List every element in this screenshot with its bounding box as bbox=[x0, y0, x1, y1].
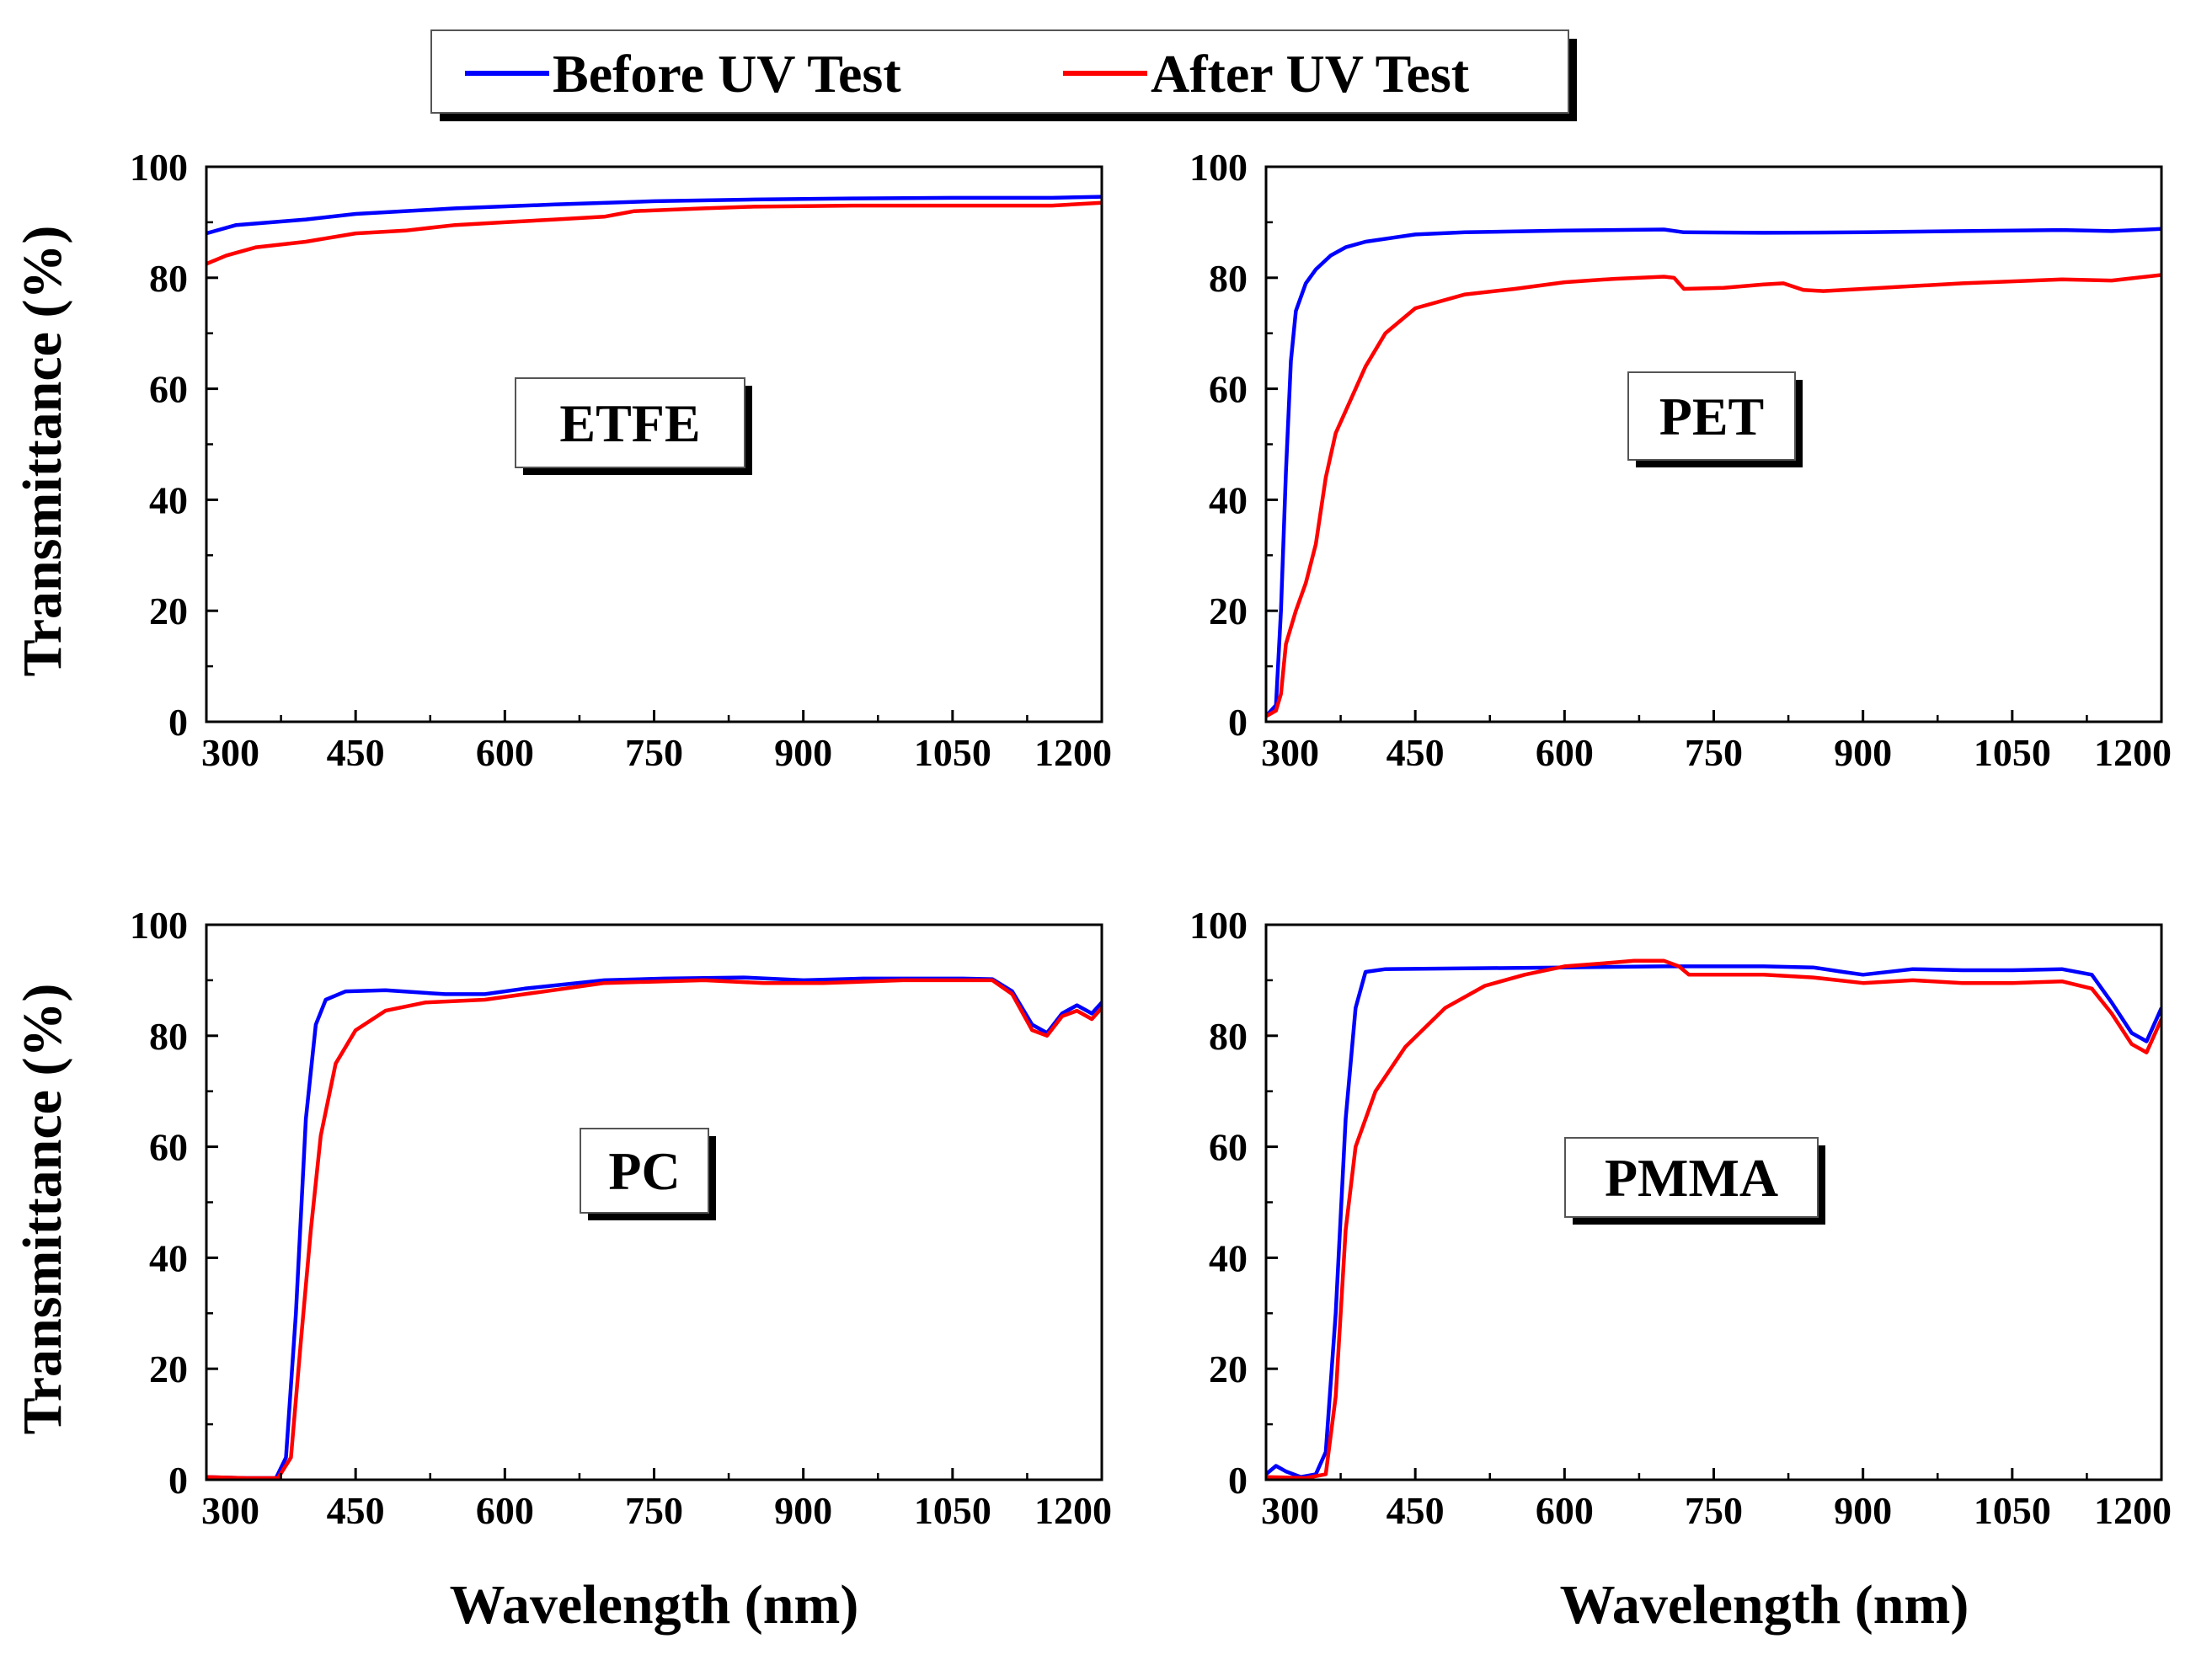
x-tick-label-pmma: 300 bbox=[1261, 1489, 1319, 1532]
y-tick-label-pmma: 0 bbox=[1228, 1459, 1248, 1502]
y-tick-label-etfe: 0 bbox=[168, 701, 188, 744]
panel-label-pet: PET bbox=[1659, 387, 1764, 446]
x-tick-label-etfe: 750 bbox=[625, 731, 683, 774]
panel-etfe: 300 450 600 750 900 1050 1200 0 20 40 60 80 100 Trans… bbox=[12, 146, 1112, 774]
series-before-pet bbox=[1266, 227, 2161, 718]
x-tick-label-etfe: 450 bbox=[327, 731, 385, 774]
series-after-etfe bbox=[206, 200, 1102, 266]
y-tick-label-etfe: 40 bbox=[149, 478, 188, 521]
x-axis-title-pc: Wavelength (nm) bbox=[450, 1574, 859, 1636]
x-tick-label-pmma: 600 bbox=[1536, 1489, 1594, 1532]
x-tick-label-pmma: 1200 bbox=[2094, 1489, 2172, 1532]
y-tick-label-pmma: 20 bbox=[1209, 1348, 1248, 1390]
y-tick-label-etfe: 100 bbox=[130, 146, 188, 189]
y-tick-label-pet: 20 bbox=[1209, 590, 1248, 633]
x-tick-label-pc: 300 bbox=[201, 1489, 259, 1532]
x-tick-label-pmma: 450 bbox=[1387, 1489, 1445, 1532]
panel-pc: 300 450 600 750 900 1050 1200 0 20 40 60 80 100 Trans… bbox=[12, 904, 1112, 1636]
y-tick-label-pc: 80 bbox=[149, 1015, 188, 1058]
y-tick-label-etfe: 60 bbox=[149, 368, 188, 411]
y-tick-label-etfe: 20 bbox=[149, 590, 188, 633]
y-tick-label-pmma: 60 bbox=[1209, 1126, 1248, 1169]
series-after-pmma bbox=[1266, 958, 2161, 1480]
x-tick-label-pc: 1200 bbox=[1034, 1489, 1112, 1532]
x-tick-label-pc: 600 bbox=[476, 1489, 534, 1532]
y-tick-label-pc: 0 bbox=[168, 1459, 188, 1502]
x-tick-label-etfe: 1200 bbox=[1034, 731, 1112, 774]
series-after-pet bbox=[1266, 273, 2161, 718]
y-tick-label-etfe: 80 bbox=[149, 257, 188, 300]
x-tick-label-pc: 450 bbox=[327, 1489, 385, 1532]
y-tick-label-pc: 60 bbox=[149, 1126, 188, 1169]
y-axis-title-etfe: Transmittance (%) bbox=[12, 226, 73, 677]
x-tick-label-etfe: 1050 bbox=[914, 731, 991, 774]
y-tick-label-pet: 100 bbox=[1189, 146, 1248, 189]
x-tick-label-pet: 450 bbox=[1387, 731, 1445, 774]
x-tick-label-etfe: 600 bbox=[476, 731, 534, 774]
x-tick-label-pc: 900 bbox=[774, 1489, 832, 1532]
x-axis-title-pmma: Wavelength (nm) bbox=[1560, 1574, 1969, 1636]
panel-label-box-pc bbox=[580, 1128, 709, 1214]
legend-label-before: Before UV Test bbox=[553, 44, 901, 104]
x-tick-label-etfe: 900 bbox=[774, 731, 832, 774]
x-tick-label-pmma: 750 bbox=[1685, 1489, 1743, 1532]
y-tick-label-pc: 100 bbox=[130, 904, 188, 947]
y-tick-label-pc: 40 bbox=[149, 1236, 188, 1279]
y-tick-label-pet: 80 bbox=[1209, 257, 1248, 300]
x-tick-label-pet: 900 bbox=[1834, 731, 1892, 774]
x-tick-label-etfe: 300 bbox=[201, 731, 259, 774]
y-tick-label-pet: 40 bbox=[1209, 478, 1248, 521]
y-axis-title-pc: Transmittance (%) bbox=[12, 984, 73, 1435]
panel-label-box-pet bbox=[1627, 371, 1796, 461]
chart-panels: 300 450 600 750 900 1050 1200020406080100Trans… bbox=[12, 146, 2172, 1636]
legend-box bbox=[430, 29, 1569, 114]
series-before-pmma bbox=[1266, 964, 2161, 1479]
panel-label-etfe: ETFE bbox=[559, 393, 700, 453]
panel-pet: 300 450 600 750 900 1050 1200 0 20 40 60 80 100 PET bbox=[1189, 146, 2172, 774]
series-before-pc bbox=[206, 975, 1102, 1480]
panel-label-pmma: PMMA bbox=[1605, 1148, 1778, 1208]
panel-label-pc: PC bbox=[608, 1141, 680, 1201]
panel-label-box-etfe bbox=[515, 377, 745, 468]
x-tick-label-pmma: 1050 bbox=[1974, 1489, 2051, 1532]
y-tick-label-pmma: 80 bbox=[1209, 1015, 1248, 1058]
y-tick-label-pmma: 40 bbox=[1209, 1236, 1248, 1279]
y-tick-label-pmma: 100 bbox=[1189, 904, 1248, 947]
panel-label-box-pmma bbox=[1564, 1137, 1819, 1218]
panel-pmma: 300 450 600 750 900 1050 1200 0 20 40 60 80 100 Wavel… bbox=[1189, 904, 2172, 1636]
x-tick-label-pet: 600 bbox=[1536, 731, 1594, 774]
x-tick-label-pet: 1050 bbox=[1974, 731, 2051, 774]
series-after-pc bbox=[206, 978, 1102, 1480]
x-tick-label-pc: 1050 bbox=[914, 1489, 991, 1532]
series-before-etfe bbox=[206, 195, 1102, 236]
legend: Before UV Test After UV Test bbox=[430, 29, 1577, 121]
x-tick-label-pet: 750 bbox=[1685, 731, 1743, 774]
legend-label-after: After UV Test bbox=[1151, 44, 1470, 104]
y-tick-label-pet: 60 bbox=[1209, 368, 1248, 411]
y-tick-label-pc: 20 bbox=[149, 1348, 188, 1390]
x-tick-label-pmma: 900 bbox=[1834, 1489, 1892, 1532]
y-tick-label-pet: 0 bbox=[1228, 701, 1248, 744]
x-tick-label-pc: 750 bbox=[625, 1489, 683, 1532]
x-tick-label-pet: 300 bbox=[1261, 731, 1319, 774]
x-tick-label-pet: 1200 bbox=[2094, 731, 2172, 774]
